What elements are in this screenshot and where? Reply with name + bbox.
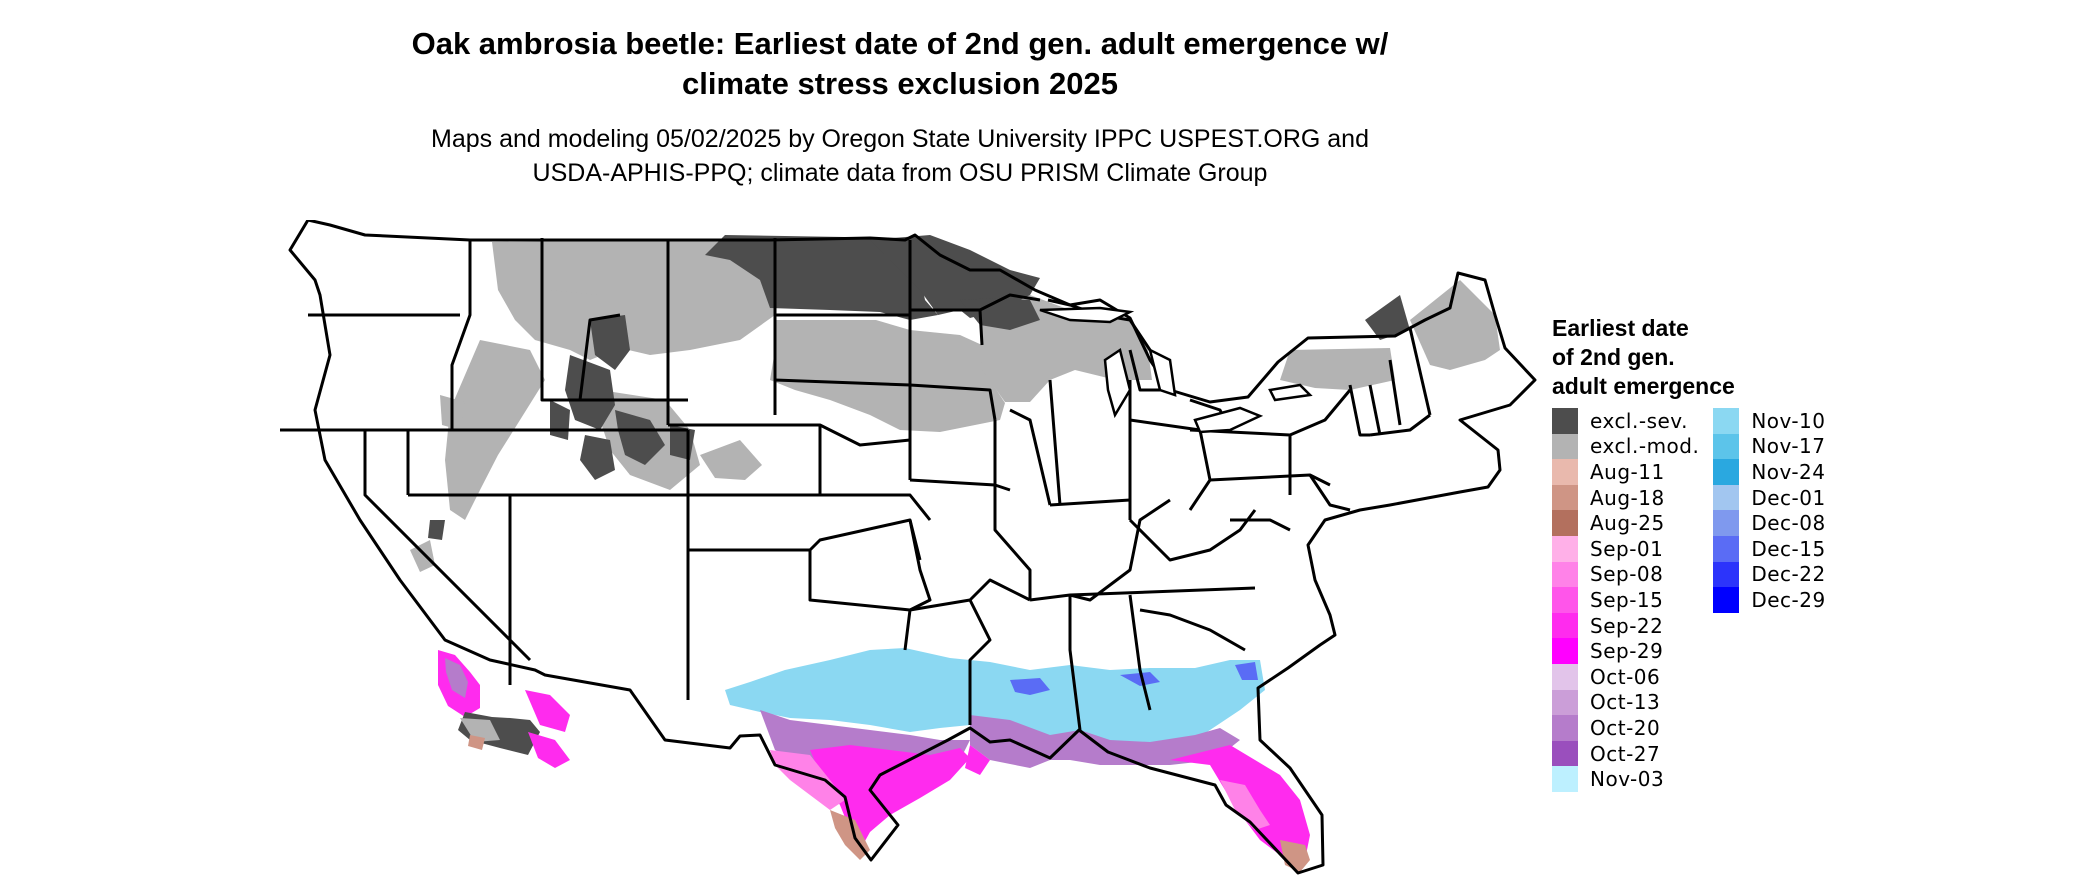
legend-item: Nov-10 [1713, 408, 1825, 434]
map-subtitle-line2: USDA-APHIS-PPQ; climate data from OSU PR… [532, 159, 1268, 187]
legend-swatch [1552, 561, 1578, 588]
legend-label: Nov-24 [1751, 459, 1826, 484]
legend-swatch [1552, 510, 1578, 536]
legend-label: excl.-sev. [1590, 408, 1688, 433]
legend-label: Oct-27 [1590, 741, 1661, 766]
legend-label: Oct-06 [1590, 664, 1661, 689]
gulf-band [725, 648, 1310, 872]
legend-item: Dec-22 [1713, 561, 1826, 588]
legend-swatch [1713, 535, 1740, 562]
legend-item: Nov-03 [1552, 766, 1699, 792]
legend-swatch [1552, 766, 1578, 792]
legend-swatch [1552, 587, 1578, 613]
legend-item: Sep-15 [1552, 587, 1699, 613]
legend-label: Dec-08 [1751, 511, 1826, 536]
us-map-svg [280, 220, 1537, 875]
legend-swatch [1552, 408, 1578, 434]
legend-item: Nov-17 [1713, 433, 1826, 460]
legend-label: Sep-01 [1590, 536, 1664, 561]
legend-item: Sep-01 [1552, 535, 1699, 562]
legend-swatch [1713, 587, 1740, 613]
legend-item: Oct-06 [1552, 663, 1699, 690]
legend-item: Oct-13 [1552, 689, 1699, 716]
legend-column: Nov-10 Nov-17 Nov-24 Dec-01 Dec-08 Dec-15 Dec-… [1713, 408, 1825, 792]
legend-swatch [1713, 408, 1740, 434]
legend-item: Sep-29 [1552, 638, 1699, 664]
legend-swatch [1713, 433, 1740, 460]
legend-swatch [1552, 638, 1578, 664]
legend-label: Oct-13 [1590, 690, 1661, 715]
legend-label: Oct-20 [1590, 715, 1661, 740]
legend-label: Aug-18 [1590, 485, 1665, 510]
legend-swatch [1552, 433, 1578, 460]
legend-item: Oct-20 [1552, 715, 1699, 741]
great-lakes [1039, 306, 1313, 434]
legend-swatch [1552, 535, 1578, 562]
legend-title-line1: Earliest date [1552, 315, 1689, 341]
legend-swatch [1713, 459, 1740, 485]
southwest-band [438, 650, 570, 768]
legend-swatch [1713, 561, 1740, 588]
legend-item: Aug-25 [1552, 510, 1699, 536]
legend-label: Nov-03 [1590, 767, 1665, 792]
legend-item: Aug-11 [1552, 459, 1699, 485]
legend-label: Dec-01 [1751, 485, 1826, 510]
legend-label: Nov-17 [1751, 434, 1826, 459]
legend: excl.-sev. excl.-mod. Aug-11 Aug-18 Aug-25 Se… [1552, 408, 1826, 792]
legend-swatch [1713, 484, 1740, 511]
map-title-line1: Oak ambrosia beetle: Earliest date of 2n… [411, 26, 1389, 61]
legend-swatch [1552, 715, 1578, 741]
legend-item: Sep-22 [1552, 612, 1699, 639]
legend-title-line2: of 2nd gen. [1552, 344, 1675, 370]
legend-label: Nov-10 [1751, 408, 1826, 433]
map-subtitle-line1: Maps and modeling 05/02/2025 by Oregon S… [431, 125, 1369, 153]
legend-item: Dec-01 [1713, 484, 1826, 511]
legend-item: Dec-15 [1713, 535, 1826, 562]
legend-item: excl.-sev. [1552, 408, 1699, 434]
map-subtitle: Maps and modeling 05/02/2025 by Oregon S… [0, 122, 1800, 190]
legend-item: Aug-18 [1552, 484, 1699, 511]
us-map [270, 220, 1570, 890]
state-borders [280, 220, 1537, 875]
legend-swatch [1713, 510, 1740, 536]
legend-swatch [1552, 663, 1578, 690]
legend-label: Sep-15 [1590, 587, 1664, 612]
legend-label: Aug-25 [1590, 511, 1665, 536]
legend-label: excl.-mod. [1590, 434, 1700, 459]
legend-swatch [1552, 484, 1578, 511]
legend-swatch [1552, 689, 1578, 716]
legend-title-line3: adult emergence [1552, 373, 1735, 399]
legend-label: Dec-22 [1751, 562, 1826, 587]
legend-item: Nov-24 [1713, 459, 1825, 485]
map-title-line2: climate stress exclusion 2025 [682, 66, 1118, 101]
legend-swatch [1552, 612, 1578, 639]
legend-label: Dec-29 [1751, 587, 1826, 612]
legend-item: excl.-mod. [1552, 433, 1700, 460]
legend-label: Sep-08 [1590, 562, 1664, 587]
legend-title: Earliest date of 2nd gen. adult emergenc… [1552, 314, 1735, 401]
legend-swatch [1552, 740, 1578, 767]
legend-label: Aug-11 [1590, 459, 1665, 484]
legend-item: Dec-08 [1713, 510, 1825, 536]
legend-label: Dec-15 [1751, 536, 1826, 561]
legend-label: Sep-29 [1590, 639, 1664, 664]
legend-item: Oct-27 [1552, 740, 1699, 767]
legend-item: Dec-29 [1713, 587, 1825, 613]
legend-item: Sep-08 [1552, 561, 1699, 588]
legend-label: Sep-22 [1590, 613, 1664, 638]
map-title: Oak ambrosia beetle: Earliest date of 2n… [0, 24, 1800, 104]
legend-column: excl.-sev. excl.-mod. Aug-11 Aug-18 Aug-25 Se… [1552, 408, 1699, 792]
legend-swatch [1552, 459, 1578, 485]
